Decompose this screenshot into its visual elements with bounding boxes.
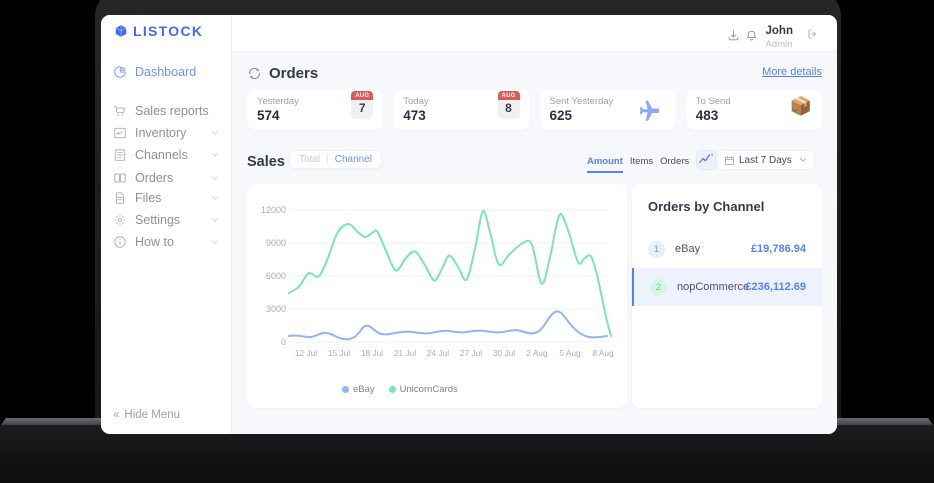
svg-text:30 Jul: 30 Jul [493,348,515,358]
svg-text:27 Jul: 27 Jul [460,348,482,358]
svg-text:18 Jul: 18 Jul [361,348,383,358]
svg-text:12 Jul: 12 Jul [295,348,317,358]
svg-text:2 Aug: 2 Aug [526,348,548,358]
svg-text:24 Jul: 24 Jul [427,348,449,358]
svg-text:3000: 3000 [266,304,286,314]
svg-text:21 Jul: 21 Jul [394,348,416,358]
svg-text:9000: 9000 [266,238,286,248]
svg-text:12000: 12000 [261,205,286,215]
svg-text:15 Jul: 15 Jul [328,348,350,358]
svg-text:6000: 6000 [266,271,286,281]
svg-text:8 Aug: 8 Aug [592,348,614,358]
svg-text:5 Aug: 5 Aug [559,348,581,358]
svg-text:0: 0 [281,337,286,347]
